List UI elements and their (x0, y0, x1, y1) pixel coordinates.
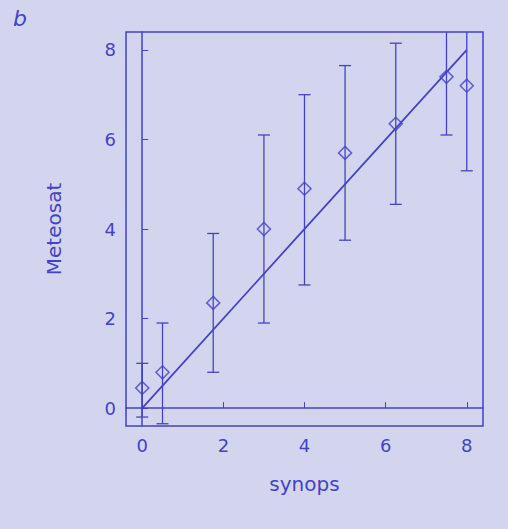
svg-text:8: 8 (461, 435, 472, 456)
svg-text:b: b (13, 6, 27, 31)
svg-text:0: 0 (105, 398, 116, 419)
svg-text:6: 6 (380, 435, 391, 456)
svg-text:4: 4 (299, 435, 310, 456)
svg-text:4: 4 (105, 219, 116, 240)
svg-text:2: 2 (218, 435, 229, 456)
svg-text:2: 2 (105, 308, 116, 329)
svg-text:0: 0 (137, 435, 148, 456)
svg-text:Meteosat: Meteosat (42, 183, 66, 276)
svg-text:8: 8 (105, 39, 116, 60)
svg-text:6: 6 (105, 129, 116, 150)
svg-text:synops: synops (269, 472, 339, 496)
